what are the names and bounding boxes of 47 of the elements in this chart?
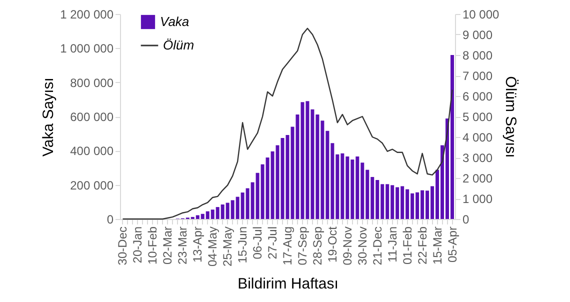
y-tick-label: 200 000 [70, 178, 114, 192]
y2-tick-label: 3 000 [462, 151, 493, 165]
x-tick-label: 15-Mar [430, 226, 444, 265]
x-tick-label: 11-Jan [385, 226, 400, 262]
x-tick-label: 04-May [206, 226, 220, 267]
y-axis-title: Vaka Sayısı [40, 78, 58, 156]
y2-tick-label: 6 000 [462, 90, 493, 104]
y-tick-label: 0 [106, 212, 114, 226]
x-tick-label: 10-Feb [146, 226, 160, 265]
y2-tick-label: 2 000 [462, 172, 493, 186]
y2-axis-title: Ölüm Sayısı [502, 76, 520, 158]
y2-tick-label: 9 000 [462, 28, 493, 42]
x-tick-label: 21-Dec [370, 226, 384, 266]
x-tick-label: 09-Nov [340, 226, 354, 266]
x-tick-label: 15-Jun [236, 226, 250, 264]
y2-tick-label: 0 [462, 212, 470, 226]
x-tick-label: 07-Sep [295, 226, 310, 266]
x-tick-label: 27-Jul [266, 226, 280, 260]
y2-tick-label: 10 000 [462, 8, 500, 22]
x-tick-label: 19-Oct [325, 226, 340, 263]
y2-tick-label: 1 000 [462, 192, 493, 206]
x-tick-label: 30-Dec [116, 226, 130, 266]
x-tick-label: 25-May [220, 226, 235, 267]
x-tick-label: 30-Nov [355, 226, 370, 266]
y-tick-label: 400 000 [70, 144, 114, 158]
y2-tick-label: 7 000 [462, 69, 493, 83]
y-tick-label: 600 000 [70, 110, 114, 124]
x-axis-title: Bildirim Haftası [238, 276, 338, 293]
x-tick-label: 23-Mar [176, 226, 190, 265]
legend-label: Vaka [160, 14, 190, 29]
y2-tick-label: 8 000 [462, 48, 493, 62]
y-tick-label: 800 000 [70, 76, 114, 90]
y2-tick-label: 4 000 [462, 130, 493, 144]
x-tick-label: 02-Mar [160, 226, 175, 265]
y-tick-label: 1 000 000 [60, 42, 114, 56]
y2-tick-label: 5 000 [462, 110, 493, 124]
x-tick-label: 13-Apr [190, 226, 205, 263]
x-tick-label: 22-Feb [415, 226, 430, 265]
y-tick-label: 1 200 000 [60, 8, 114, 22]
x-tick-label: 06-Jul [250, 226, 265, 260]
x-tick-label: 28-Sep [310, 226, 324, 266]
x-tick-label: 20-Jan [130, 226, 145, 264]
line-series [122, 28, 453, 220]
x-tick-label: 01-Feb [400, 226, 414, 265]
x-tick-label: 17-Aug [280, 226, 294, 266]
x-tick-label: 05-Apr [445, 226, 460, 263]
legend-label: Ölüm [163, 38, 194, 52]
